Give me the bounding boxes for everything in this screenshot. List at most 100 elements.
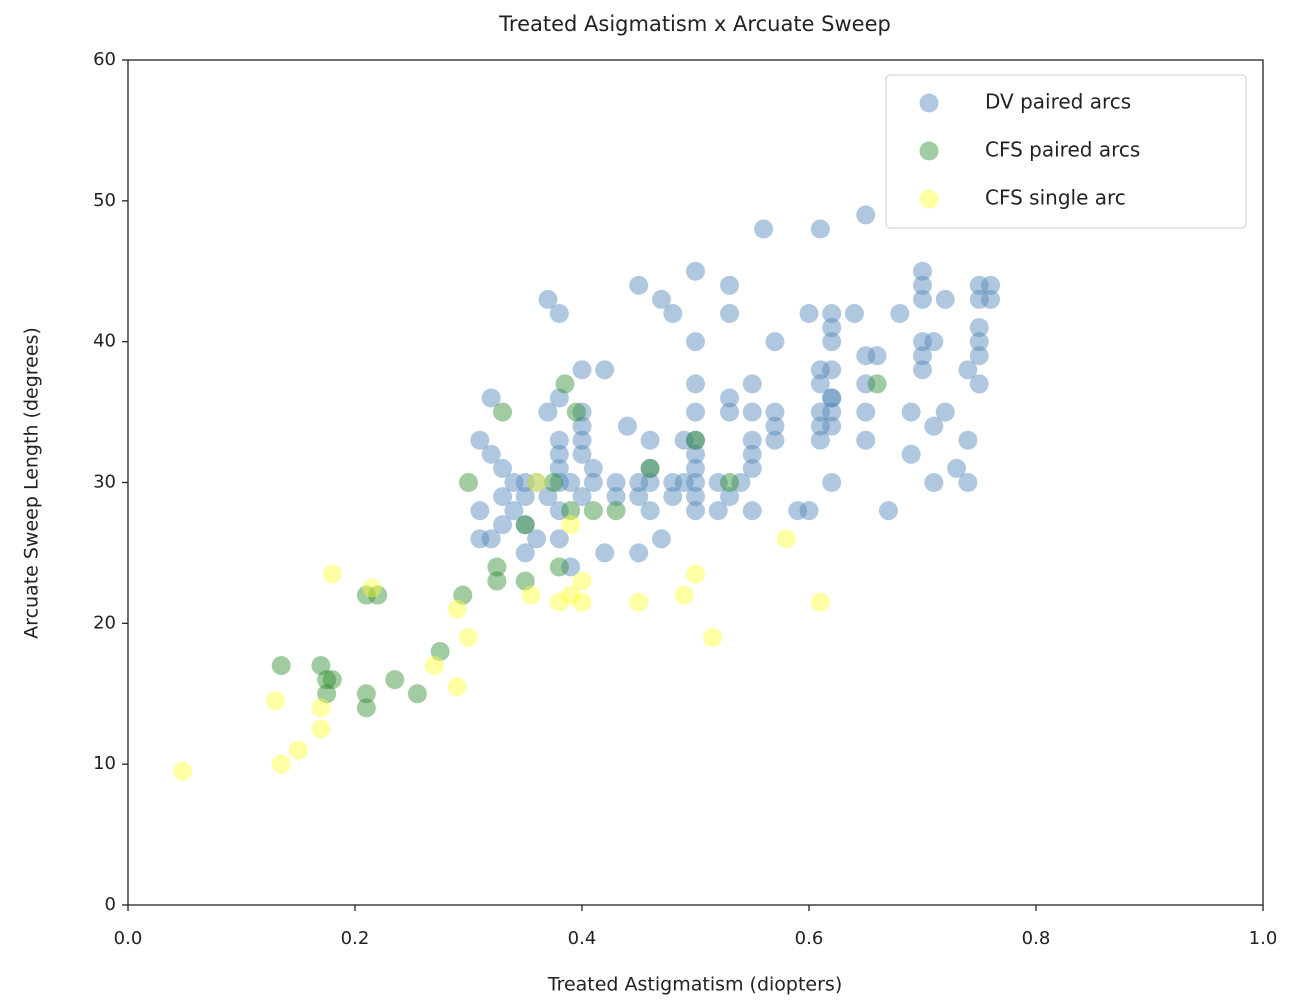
point xyxy=(742,458,762,478)
point xyxy=(765,416,785,436)
point xyxy=(686,261,705,281)
point xyxy=(317,684,337,704)
x-axis-label: Treated Astigmatism (diopters) xyxy=(547,974,843,996)
y-tick-label: 60 xyxy=(93,49,116,70)
y-tick-label: 0 xyxy=(105,894,116,915)
point xyxy=(867,374,887,394)
point xyxy=(924,332,944,352)
point xyxy=(617,416,637,436)
point xyxy=(572,487,592,507)
point xyxy=(515,487,535,507)
point xyxy=(447,599,467,619)
legend-label: DV paired arcs xyxy=(985,90,1131,114)
point xyxy=(629,543,649,563)
point xyxy=(822,304,842,323)
legend-label: CFS single arc xyxy=(985,186,1126,210)
point xyxy=(606,487,626,507)
point xyxy=(686,430,705,450)
point xyxy=(595,360,615,380)
point xyxy=(385,670,405,690)
point xyxy=(572,360,592,380)
point xyxy=(708,501,728,521)
point xyxy=(595,543,615,563)
point xyxy=(856,346,876,366)
point xyxy=(481,529,501,549)
point xyxy=(651,289,671,309)
point xyxy=(561,501,581,521)
point xyxy=(856,430,876,450)
point xyxy=(459,473,478,492)
point xyxy=(447,677,467,697)
point xyxy=(549,557,569,577)
point xyxy=(822,318,842,338)
point xyxy=(407,684,427,704)
point xyxy=(583,501,603,521)
point xyxy=(549,473,569,492)
point xyxy=(549,501,569,521)
point xyxy=(810,430,830,450)
point xyxy=(538,487,558,507)
point xyxy=(720,402,740,422)
point xyxy=(515,515,535,535)
point xyxy=(561,515,581,535)
point xyxy=(935,289,955,309)
point xyxy=(969,289,989,309)
point xyxy=(606,473,626,492)
point xyxy=(515,473,535,492)
point xyxy=(754,219,774,239)
point xyxy=(515,543,535,563)
point xyxy=(356,684,376,704)
y-tick-label: 50 xyxy=(93,190,116,211)
point xyxy=(549,458,569,478)
point xyxy=(549,444,569,464)
x-tick-label: 0.8 xyxy=(1022,928,1051,949)
point xyxy=(527,529,547,549)
point xyxy=(549,304,569,323)
point xyxy=(311,719,331,739)
point xyxy=(844,304,864,323)
y-tick-label: 40 xyxy=(93,331,116,352)
point xyxy=(742,444,762,464)
point xyxy=(549,592,569,612)
point xyxy=(356,585,376,605)
point xyxy=(487,571,507,591)
point xyxy=(878,501,898,521)
point xyxy=(368,585,388,605)
point xyxy=(640,501,660,521)
legend-label: CFS paired arcs xyxy=(985,138,1140,162)
point xyxy=(810,592,830,612)
point xyxy=(572,571,592,591)
x-tick-label: 0.2 xyxy=(341,928,370,949)
point xyxy=(901,444,921,464)
point xyxy=(810,374,830,394)
point xyxy=(362,578,382,598)
point xyxy=(640,473,660,492)
point xyxy=(969,332,989,352)
point xyxy=(901,402,921,422)
point xyxy=(481,388,501,408)
point xyxy=(822,360,842,380)
point xyxy=(515,515,535,535)
point xyxy=(720,275,740,295)
point xyxy=(572,402,592,422)
point xyxy=(271,754,291,774)
point xyxy=(640,430,660,450)
point xyxy=(583,458,603,478)
point xyxy=(271,656,291,676)
point xyxy=(172,761,192,781)
point xyxy=(799,501,819,521)
legend-marker xyxy=(919,141,939,161)
point xyxy=(561,557,581,577)
point xyxy=(856,374,876,394)
point xyxy=(538,402,558,422)
legend-marker xyxy=(919,93,939,113)
point xyxy=(686,473,705,492)
point xyxy=(470,529,490,549)
point xyxy=(663,304,683,323)
point xyxy=(708,473,728,492)
point xyxy=(663,487,683,507)
point xyxy=(322,670,342,690)
point xyxy=(765,430,785,450)
point xyxy=(549,430,569,450)
point xyxy=(822,473,842,492)
